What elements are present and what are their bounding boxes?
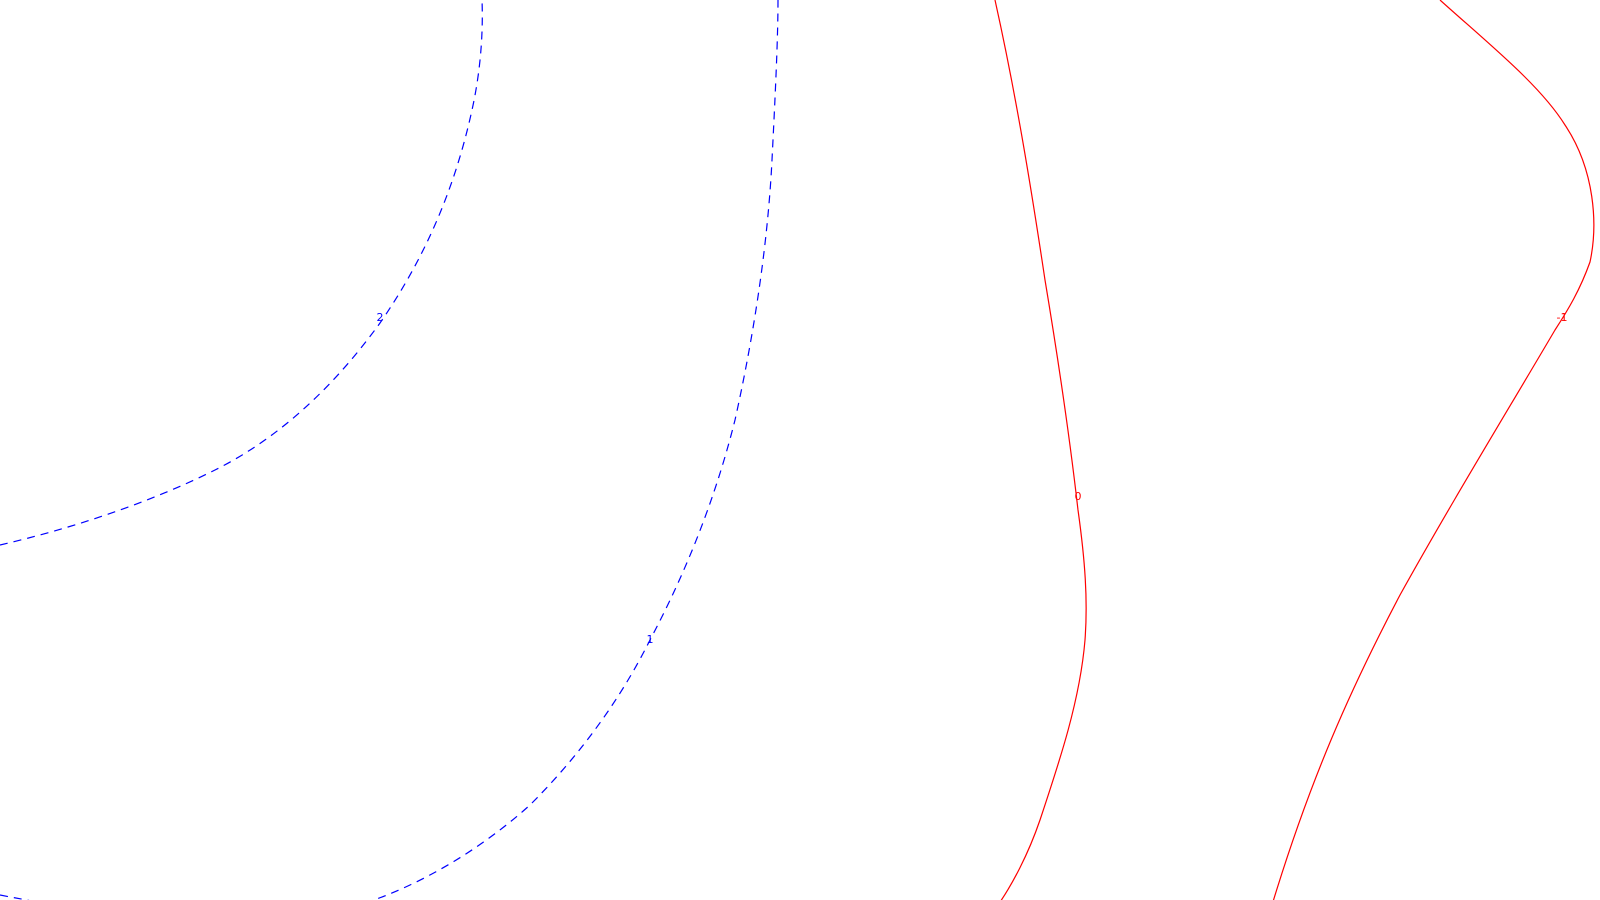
contour-label-neg1: -1 bbox=[1557, 311, 1568, 324]
contour-label-2: 2 bbox=[377, 311, 384, 324]
contour-line-2 bbox=[0, 0, 483, 546]
contour-line-0 bbox=[994, 0, 1087, 900]
contour-line-neg1 bbox=[1272, 0, 1595, 900]
contour-line-1 bbox=[0, 0, 779, 900]
contour-label-0: 0 bbox=[1075, 490, 1082, 503]
contour-label-1: 1 bbox=[647, 633, 654, 646]
